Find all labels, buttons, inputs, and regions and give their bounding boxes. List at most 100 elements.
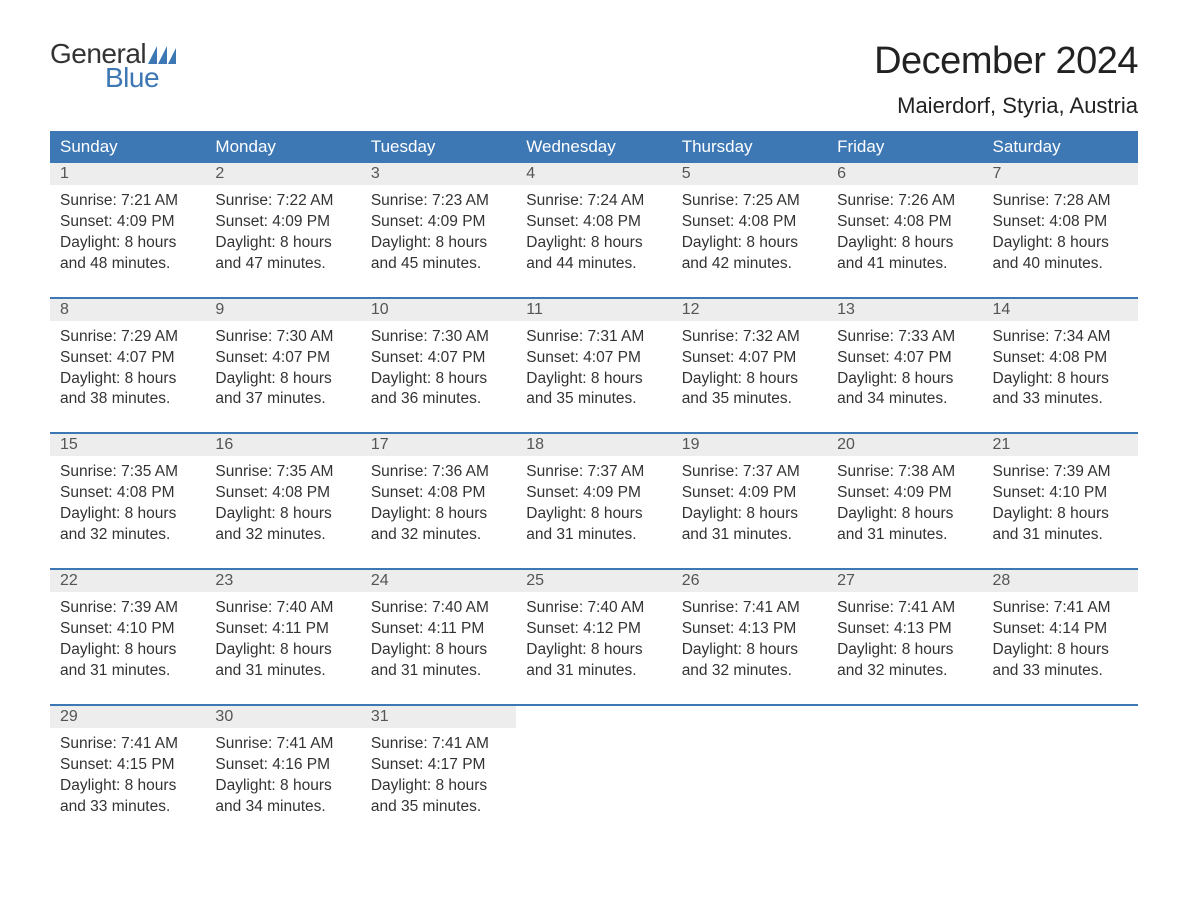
sunrise-label: Sunrise: bbox=[215, 599, 276, 616]
day-body: Sunrise: 7:26 AMSunset: 4:08 PMDaylight:… bbox=[827, 185, 982, 275]
sunset-line: Sunset: 4:07 PM bbox=[837, 348, 972, 369]
sunrise-value: 7:41 AM bbox=[743, 599, 800, 616]
day-body: Sunrise: 7:39 AMSunset: 4:10 PMDaylight:… bbox=[983, 456, 1138, 546]
sunset-line: Sunset: 4:10 PM bbox=[60, 619, 195, 640]
daylight-label: Daylight: bbox=[60, 370, 125, 387]
sunrise-value: 7:24 AM bbox=[587, 192, 644, 209]
daylight-label: Daylight: bbox=[993, 234, 1058, 251]
day-body: Sunrise: 7:38 AMSunset: 4:09 PMDaylight:… bbox=[827, 456, 982, 546]
day-cell: 18Sunrise: 7:37 AMSunset: 4:09 PMDayligh… bbox=[516, 433, 671, 569]
sunrise-label: Sunrise: bbox=[215, 735, 276, 752]
sunset-label: Sunset: bbox=[371, 213, 428, 230]
sunrise-line: Sunrise: 7:40 AM bbox=[371, 598, 506, 619]
day-cell: 2Sunrise: 7:22 AMSunset: 4:09 PMDaylight… bbox=[205, 163, 360, 298]
sunrise-line: Sunrise: 7:29 AM bbox=[60, 327, 195, 348]
sunset-label: Sunset: bbox=[682, 620, 739, 637]
sunrise-value: 7:33 AM bbox=[898, 328, 955, 345]
daylight-line: Daylight: 8 hours and 32 minutes. bbox=[682, 640, 817, 682]
day-body: Sunrise: 7:40 AMSunset: 4:11 PMDaylight:… bbox=[361, 592, 516, 682]
sunrise-line: Sunrise: 7:37 AM bbox=[526, 462, 661, 483]
day-cell: 10Sunrise: 7:30 AMSunset: 4:07 PMDayligh… bbox=[361, 298, 516, 434]
day-body: Sunrise: 7:37 AMSunset: 4:09 PMDaylight:… bbox=[516, 456, 671, 546]
day-number: 2 bbox=[205, 163, 360, 185]
day-cell: 23Sunrise: 7:40 AMSunset: 4:11 PMDayligh… bbox=[205, 569, 360, 705]
sunrise-label: Sunrise: bbox=[215, 192, 276, 209]
sunset-label: Sunset: bbox=[993, 213, 1050, 230]
sunset-label: Sunset: bbox=[215, 213, 272, 230]
sunset-line: Sunset: 4:08 PM bbox=[60, 483, 195, 504]
day-body: Sunrise: 7:41 AMSunset: 4:13 PMDaylight:… bbox=[827, 592, 982, 682]
daylight-line: Daylight: 8 hours and 41 minutes. bbox=[837, 233, 972, 275]
sunrise-line: Sunrise: 7:41 AM bbox=[60, 734, 195, 755]
sunset-value: 4:08 PM bbox=[272, 484, 330, 501]
sunrise-line: Sunrise: 7:26 AM bbox=[837, 191, 972, 212]
sunrise-value: 7:41 AM bbox=[898, 599, 955, 616]
sunrise-line: Sunrise: 7:23 AM bbox=[371, 191, 506, 212]
sunrise-label: Sunrise: bbox=[60, 328, 121, 345]
sunrise-line: Sunrise: 7:31 AM bbox=[526, 327, 661, 348]
day-cell: 22Sunrise: 7:39 AMSunset: 4:10 PMDayligh… bbox=[50, 569, 205, 705]
day-body: Sunrise: 7:29 AMSunset: 4:07 PMDaylight:… bbox=[50, 321, 205, 411]
daylight-label: Daylight: bbox=[215, 777, 280, 794]
daylight-line: Daylight: 8 hours and 32 minutes. bbox=[215, 504, 350, 546]
sunset-label: Sunset: bbox=[215, 620, 272, 637]
sunset-value: 4:09 PM bbox=[272, 213, 330, 230]
day-cell: 8Sunrise: 7:29 AMSunset: 4:07 PMDaylight… bbox=[50, 298, 205, 434]
daylight-line: Daylight: 8 hours and 31 minutes. bbox=[60, 640, 195, 682]
daylight-label: Daylight: bbox=[993, 370, 1058, 387]
sunrise-value: 7:40 AM bbox=[277, 599, 334, 616]
day-number: 13 bbox=[827, 299, 982, 321]
day-number bbox=[983, 706, 1138, 728]
sunset-label: Sunset: bbox=[371, 349, 428, 366]
day-body: Sunrise: 7:28 AMSunset: 4:08 PMDaylight:… bbox=[983, 185, 1138, 275]
day-number: 6 bbox=[827, 163, 982, 185]
daylight-label: Daylight: bbox=[371, 370, 436, 387]
sunrise-value: 7:39 AM bbox=[121, 599, 178, 616]
sunset-value: 4:09 PM bbox=[117, 213, 175, 230]
sunset-value: 4:07 PM bbox=[739, 349, 797, 366]
sunset-label: Sunset: bbox=[526, 213, 583, 230]
day-body: Sunrise: 7:34 AMSunset: 4:08 PMDaylight:… bbox=[983, 321, 1138, 411]
sunset-value: 4:09 PM bbox=[583, 484, 641, 501]
sunrise-label: Sunrise: bbox=[60, 463, 121, 480]
sunrise-value: 7:25 AM bbox=[743, 192, 800, 209]
sunrise-label: Sunrise: bbox=[526, 599, 587, 616]
sunrise-value: 7:35 AM bbox=[277, 463, 334, 480]
sunrise-value: 7:21 AM bbox=[121, 192, 178, 209]
sunrise-label: Sunrise: bbox=[526, 463, 587, 480]
day-number: 28 bbox=[983, 570, 1138, 592]
sunset-line: Sunset: 4:08 PM bbox=[837, 212, 972, 233]
sunset-value: 4:09 PM bbox=[894, 484, 952, 501]
day-number: 18 bbox=[516, 434, 671, 456]
sunset-label: Sunset: bbox=[371, 484, 428, 501]
sunset-value: 4:12 PM bbox=[583, 620, 641, 637]
daylight-line: Daylight: 8 hours and 42 minutes. bbox=[682, 233, 817, 275]
day-cell: 29Sunrise: 7:41 AMSunset: 4:15 PMDayligh… bbox=[50, 705, 205, 840]
day-cell: 28Sunrise: 7:41 AMSunset: 4:14 PMDayligh… bbox=[983, 569, 1138, 705]
sunrise-value: 7:40 AM bbox=[587, 599, 644, 616]
sunrise-line: Sunrise: 7:41 AM bbox=[371, 734, 506, 755]
day-body: Sunrise: 7:24 AMSunset: 4:08 PMDaylight:… bbox=[516, 185, 671, 275]
sunset-label: Sunset: bbox=[215, 349, 272, 366]
sunset-label: Sunset: bbox=[60, 349, 117, 366]
sunset-label: Sunset: bbox=[837, 213, 894, 230]
day-number: 31 bbox=[361, 706, 516, 728]
day-body: Sunrise: 7:31 AMSunset: 4:07 PMDaylight:… bbox=[516, 321, 671, 411]
sunrise-label: Sunrise: bbox=[837, 192, 898, 209]
sunset-line: Sunset: 4:07 PM bbox=[60, 348, 195, 369]
day-number: 26 bbox=[672, 570, 827, 592]
daylight-line: Daylight: 8 hours and 35 minutes. bbox=[371, 776, 506, 818]
sunrise-label: Sunrise: bbox=[682, 463, 743, 480]
sunset-value: 4:08 PM bbox=[117, 484, 175, 501]
day-number bbox=[516, 706, 671, 728]
day-cell: 30Sunrise: 7:41 AMSunset: 4:16 PMDayligh… bbox=[205, 705, 360, 840]
daylight-line: Daylight: 8 hours and 31 minutes. bbox=[993, 504, 1128, 546]
sunrise-label: Sunrise: bbox=[526, 328, 587, 345]
day-body: Sunrise: 7:32 AMSunset: 4:07 PMDaylight:… bbox=[672, 321, 827, 411]
day-cell bbox=[672, 705, 827, 840]
daylight-label: Daylight: bbox=[60, 777, 125, 794]
sunset-label: Sunset: bbox=[60, 484, 117, 501]
sunrise-value: 7:29 AM bbox=[121, 328, 178, 345]
col-saturday: Saturday bbox=[983, 131, 1138, 163]
sunrise-line: Sunrise: 7:33 AM bbox=[837, 327, 972, 348]
